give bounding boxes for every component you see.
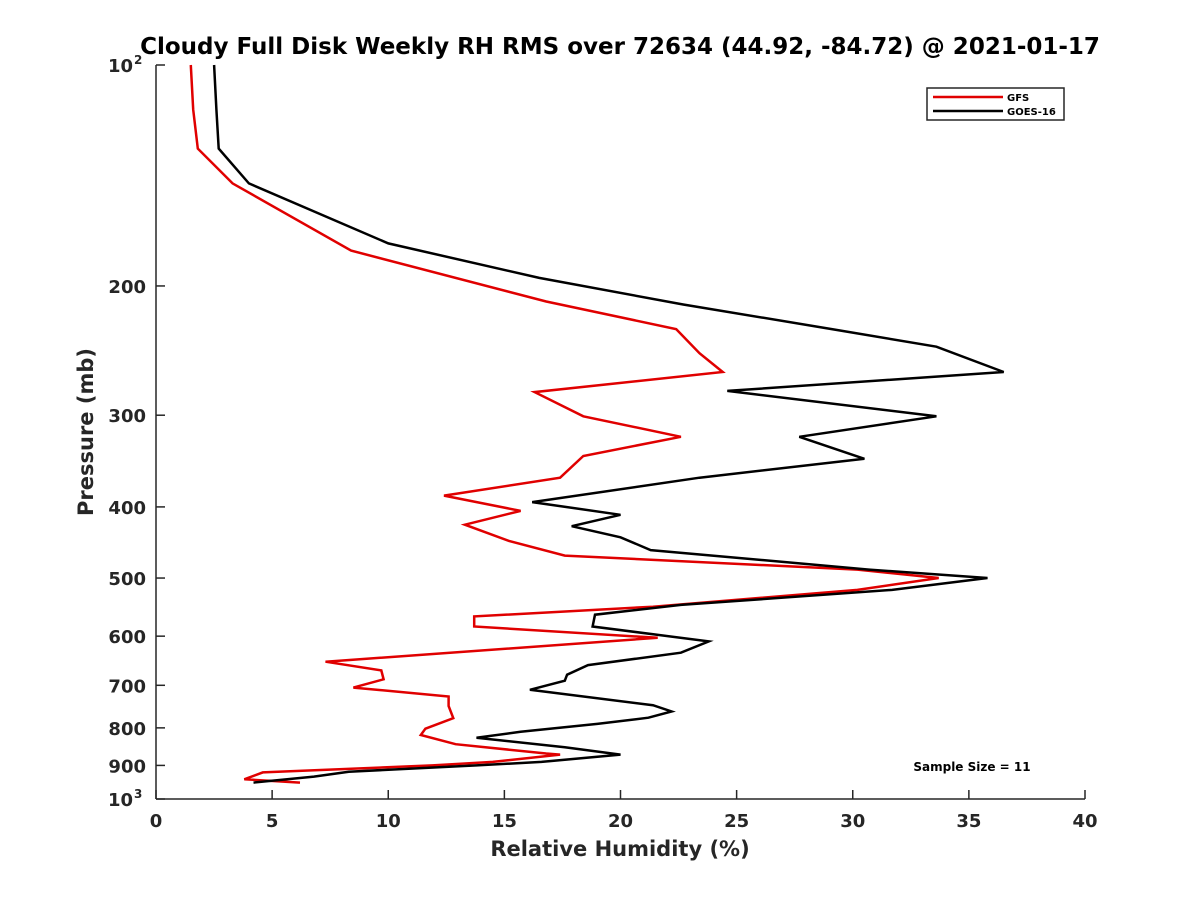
y-tick-label: 300 (108, 406, 146, 427)
x-tick-label: 10 (376, 811, 401, 832)
series-layer (189, 64, 1005, 784)
legend-label-goes16: GOES-16 (1007, 107, 1056, 118)
series-line-goes16 (212, 64, 1005, 784)
x-tick-label: 0 (150, 811, 163, 832)
y-tick-label: 700 (108, 676, 146, 697)
y-tick-label: 200 (108, 277, 146, 298)
y-tick-exponent: 2 (134, 53, 142, 67)
x-tick-label: 40 (1072, 811, 1097, 832)
sample-size-annotation: Sample Size = 11 (913, 760, 1030, 774)
y-tick-label: 900 (108, 756, 146, 777)
y-tick-label: 400 (108, 498, 146, 519)
y-tick-label: 600 (108, 627, 146, 648)
x-axis-label: Relative Humidity (%) (490, 837, 749, 861)
x-tick-label: 5 (266, 811, 279, 832)
legend-label-gfs: GFS (1007, 93, 1029, 104)
y-tick-label: 10 (108, 56, 133, 77)
x-tick-label: 20 (608, 811, 633, 832)
plot-area (156, 65, 1085, 799)
y-axis-label: Pressure (mb) (74, 348, 98, 516)
x-axis-ticks: 0 5 10 15 20 25 30 35 40 (150, 790, 1098, 832)
y-tick-label: 500 (108, 569, 146, 590)
y-tick-label: 800 (108, 719, 146, 740)
chart-title: Cloudy Full Disk Weekly RH RMS over 7263… (140, 34, 1100, 60)
y-tick-exponent: 3 (134, 787, 142, 801)
legend-box (926, 87, 1065, 121)
series-line-gfs (189, 64, 939, 784)
x-tick-label: 30 (840, 811, 865, 832)
x-tick-label: 15 (492, 811, 517, 832)
legend: GFS GOES-16 (926, 87, 1065, 121)
x-tick-label: 35 (956, 811, 981, 832)
y-tick-label: 10 (108, 790, 133, 811)
x-tick-label: 25 (724, 811, 749, 832)
